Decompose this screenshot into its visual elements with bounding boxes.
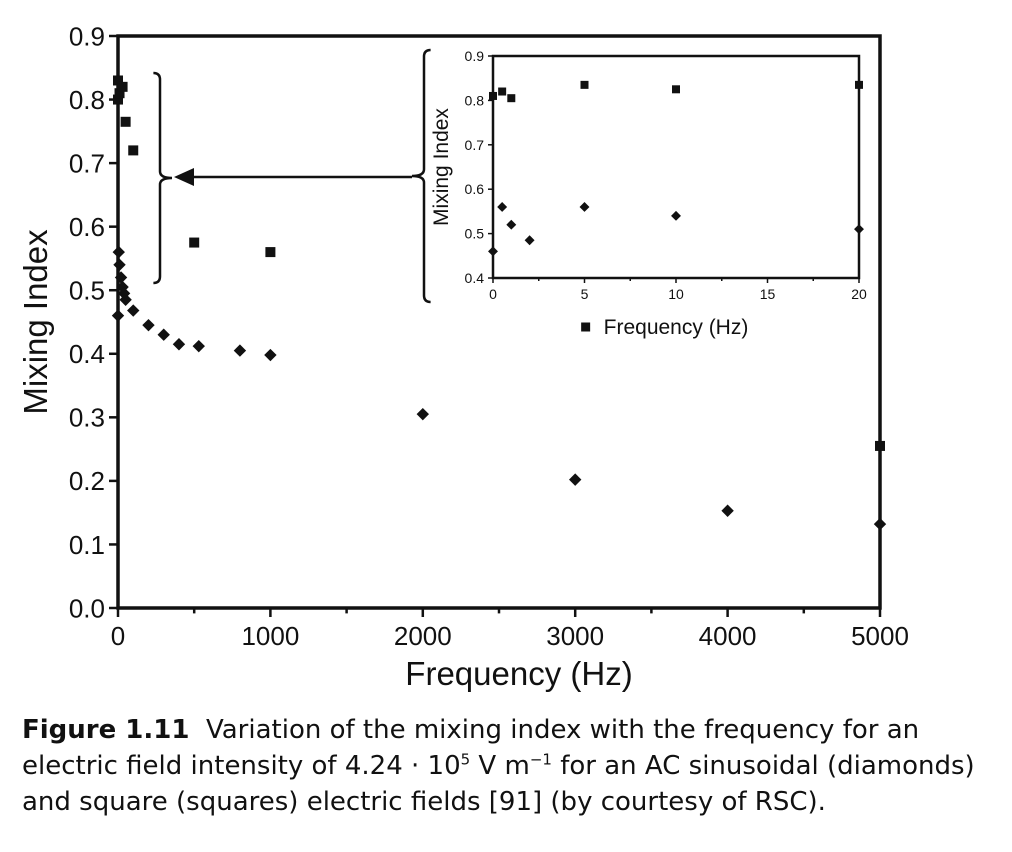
inset-y-tick-label: 0.9	[465, 48, 485, 64]
inset-x-tick-label: 20	[851, 286, 867, 302]
inset-diamond-point	[524, 235, 535, 246]
main-diamond-point	[192, 339, 205, 353]
main-diamond-point	[111, 309, 125, 322]
inset-diamond-point	[579, 202, 590, 212]
main-x-tick-label: 2000	[394, 621, 452, 651]
zoom-arrow-head	[174, 168, 194, 186]
caption-line-3: and square (squares) electric fields [91…	[22, 787, 826, 817]
main-diamond-point	[119, 293, 132, 306]
main-square-point	[189, 237, 200, 248]
inset-y-tick-label: 0.6	[465, 181, 485, 197]
main-y-tick-label: 0.1	[69, 530, 105, 560]
main-square-point	[875, 440, 885, 451]
main-square-point	[114, 88, 125, 99]
inset-y-tick-label: 0.4	[465, 270, 485, 286]
main-plot: 0.0 0.1 0.2 0.3 0.4 0.5 0.6 0.7 0.8 0.9 0 1000 2000 3…	[17, 21, 909, 692]
inset-x-axis-label: Frequency (Hz)	[604, 316, 749, 339]
inset-diamond-point	[671, 210, 681, 221]
inset-x-tick-label: 0	[489, 286, 497, 302]
main-diamond-point	[233, 344, 247, 357]
main-y-tick-label: 0.0	[69, 593, 105, 623]
inset-y-axis-label: Mixing Index	[430, 108, 453, 226]
caption-line-2c: for an AC sinusoidal (diamonds)	[551, 751, 975, 781]
figure-number: Figure 1.11	[22, 715, 190, 745]
main-y-tick-label: 0.9	[69, 21, 105, 51]
inset-diamond-point	[488, 246, 498, 257]
main-square-point	[120, 116, 131, 127]
inset-diamond-point	[854, 224, 864, 235]
inset-square-point	[498, 87, 507, 96]
main-diamond-point	[721, 504, 734, 517]
main-diamond-point	[569, 473, 582, 486]
main-diamond-point	[416, 407, 429, 421]
inset-x-tick-label: 10	[668, 286, 684, 302]
main-x-tick-label: 5000	[851, 621, 909, 651]
inset-legend-square-marker	[581, 322, 591, 332]
main-diamond-point	[157, 328, 170, 341]
main-diamond-point	[116, 280, 129, 294]
caption-exponent-2: −1	[529, 750, 552, 769]
main-x-tick-label: 0	[111, 621, 125, 651]
main-diamond-point	[112, 245, 125, 259]
inset-square-point	[507, 94, 516, 103]
main-y-tick-label: 0.2	[69, 466, 105, 496]
main-zoom-brace	[153, 71, 173, 285]
main-square-point	[117, 81, 128, 92]
main-diamond-point	[113, 258, 126, 271]
inset-square-point	[855, 80, 863, 89]
main-diamond-point	[114, 271, 128, 284]
main-y-tick-label: 0.4	[69, 339, 105, 369]
main-x-tick-label: 1000	[241, 621, 299, 651]
main-y-tick-label: 0.7	[69, 148, 105, 178]
caption-line-2a: electric field intensity of 4.24 · 10	[22, 751, 461, 781]
inset-plot: 0.4 0.5 0.6 0.7 0.8 0.9 0 5 10 15 20 Frequency (Hz)…	[430, 48, 867, 339]
inset-zoom-brace	[411, 48, 431, 304]
main-square-point	[113, 75, 123, 86]
main-diamond-point	[873, 517, 887, 531]
main-y-tick-label: 0.8	[69, 85, 105, 115]
caption-exponent-1: 5	[460, 750, 471, 769]
inset-diamond-point	[506, 219, 517, 230]
main-x-tick-label: 3000	[546, 621, 604, 651]
inset-square-point	[489, 91, 497, 100]
figure-caption: Figure 1.11 Variation of the mixing inde…	[22, 712, 1002, 820]
main-diamond-point	[127, 304, 140, 317]
inset-x-tick-label: 5	[581, 286, 589, 302]
main-diamond-point	[264, 348, 277, 362]
main-y-tick-label: 0.6	[69, 212, 105, 242]
inset-square-point	[580, 80, 589, 89]
caption-line-1: Variation of the mixing index with the f…	[205, 715, 920, 745]
main-diamond-point	[172, 338, 186, 351]
inset-x-tick-label: 15	[760, 286, 776, 302]
caption-line-2b: V m	[470, 751, 530, 781]
main-diamond-point	[142, 318, 155, 332]
inset-y-tick-label: 0.7	[465, 137, 485, 153]
main-x-axis-label: Frequency (Hz)	[405, 655, 632, 692]
main-y-axis-label: Mixing Index	[17, 229, 54, 415]
inset-y-tick-label: 0.8	[465, 92, 485, 108]
main-diamond-point	[117, 287, 131, 300]
main-x-tick-label: 4000	[699, 621, 757, 651]
inset-square-point	[672, 85, 680, 94]
inset-diamond-point	[497, 202, 508, 212]
zoom-annotation	[153, 48, 431, 304]
main-y-tick-label: 0.5	[69, 276, 105, 306]
main-square-point	[265, 247, 276, 258]
main-square-point	[113, 94, 123, 105]
mixing-index-chart: 0.0 0.1 0.2 0.3 0.4 0.5 0.6 0.7 0.8 0.9 0 1000 2000 3…	[17, 21, 909, 692]
main-y-tick-label: 0.3	[69, 403, 105, 433]
main-square-point	[128, 145, 139, 156]
inset-y-tick-label: 0.5	[465, 226, 485, 242]
